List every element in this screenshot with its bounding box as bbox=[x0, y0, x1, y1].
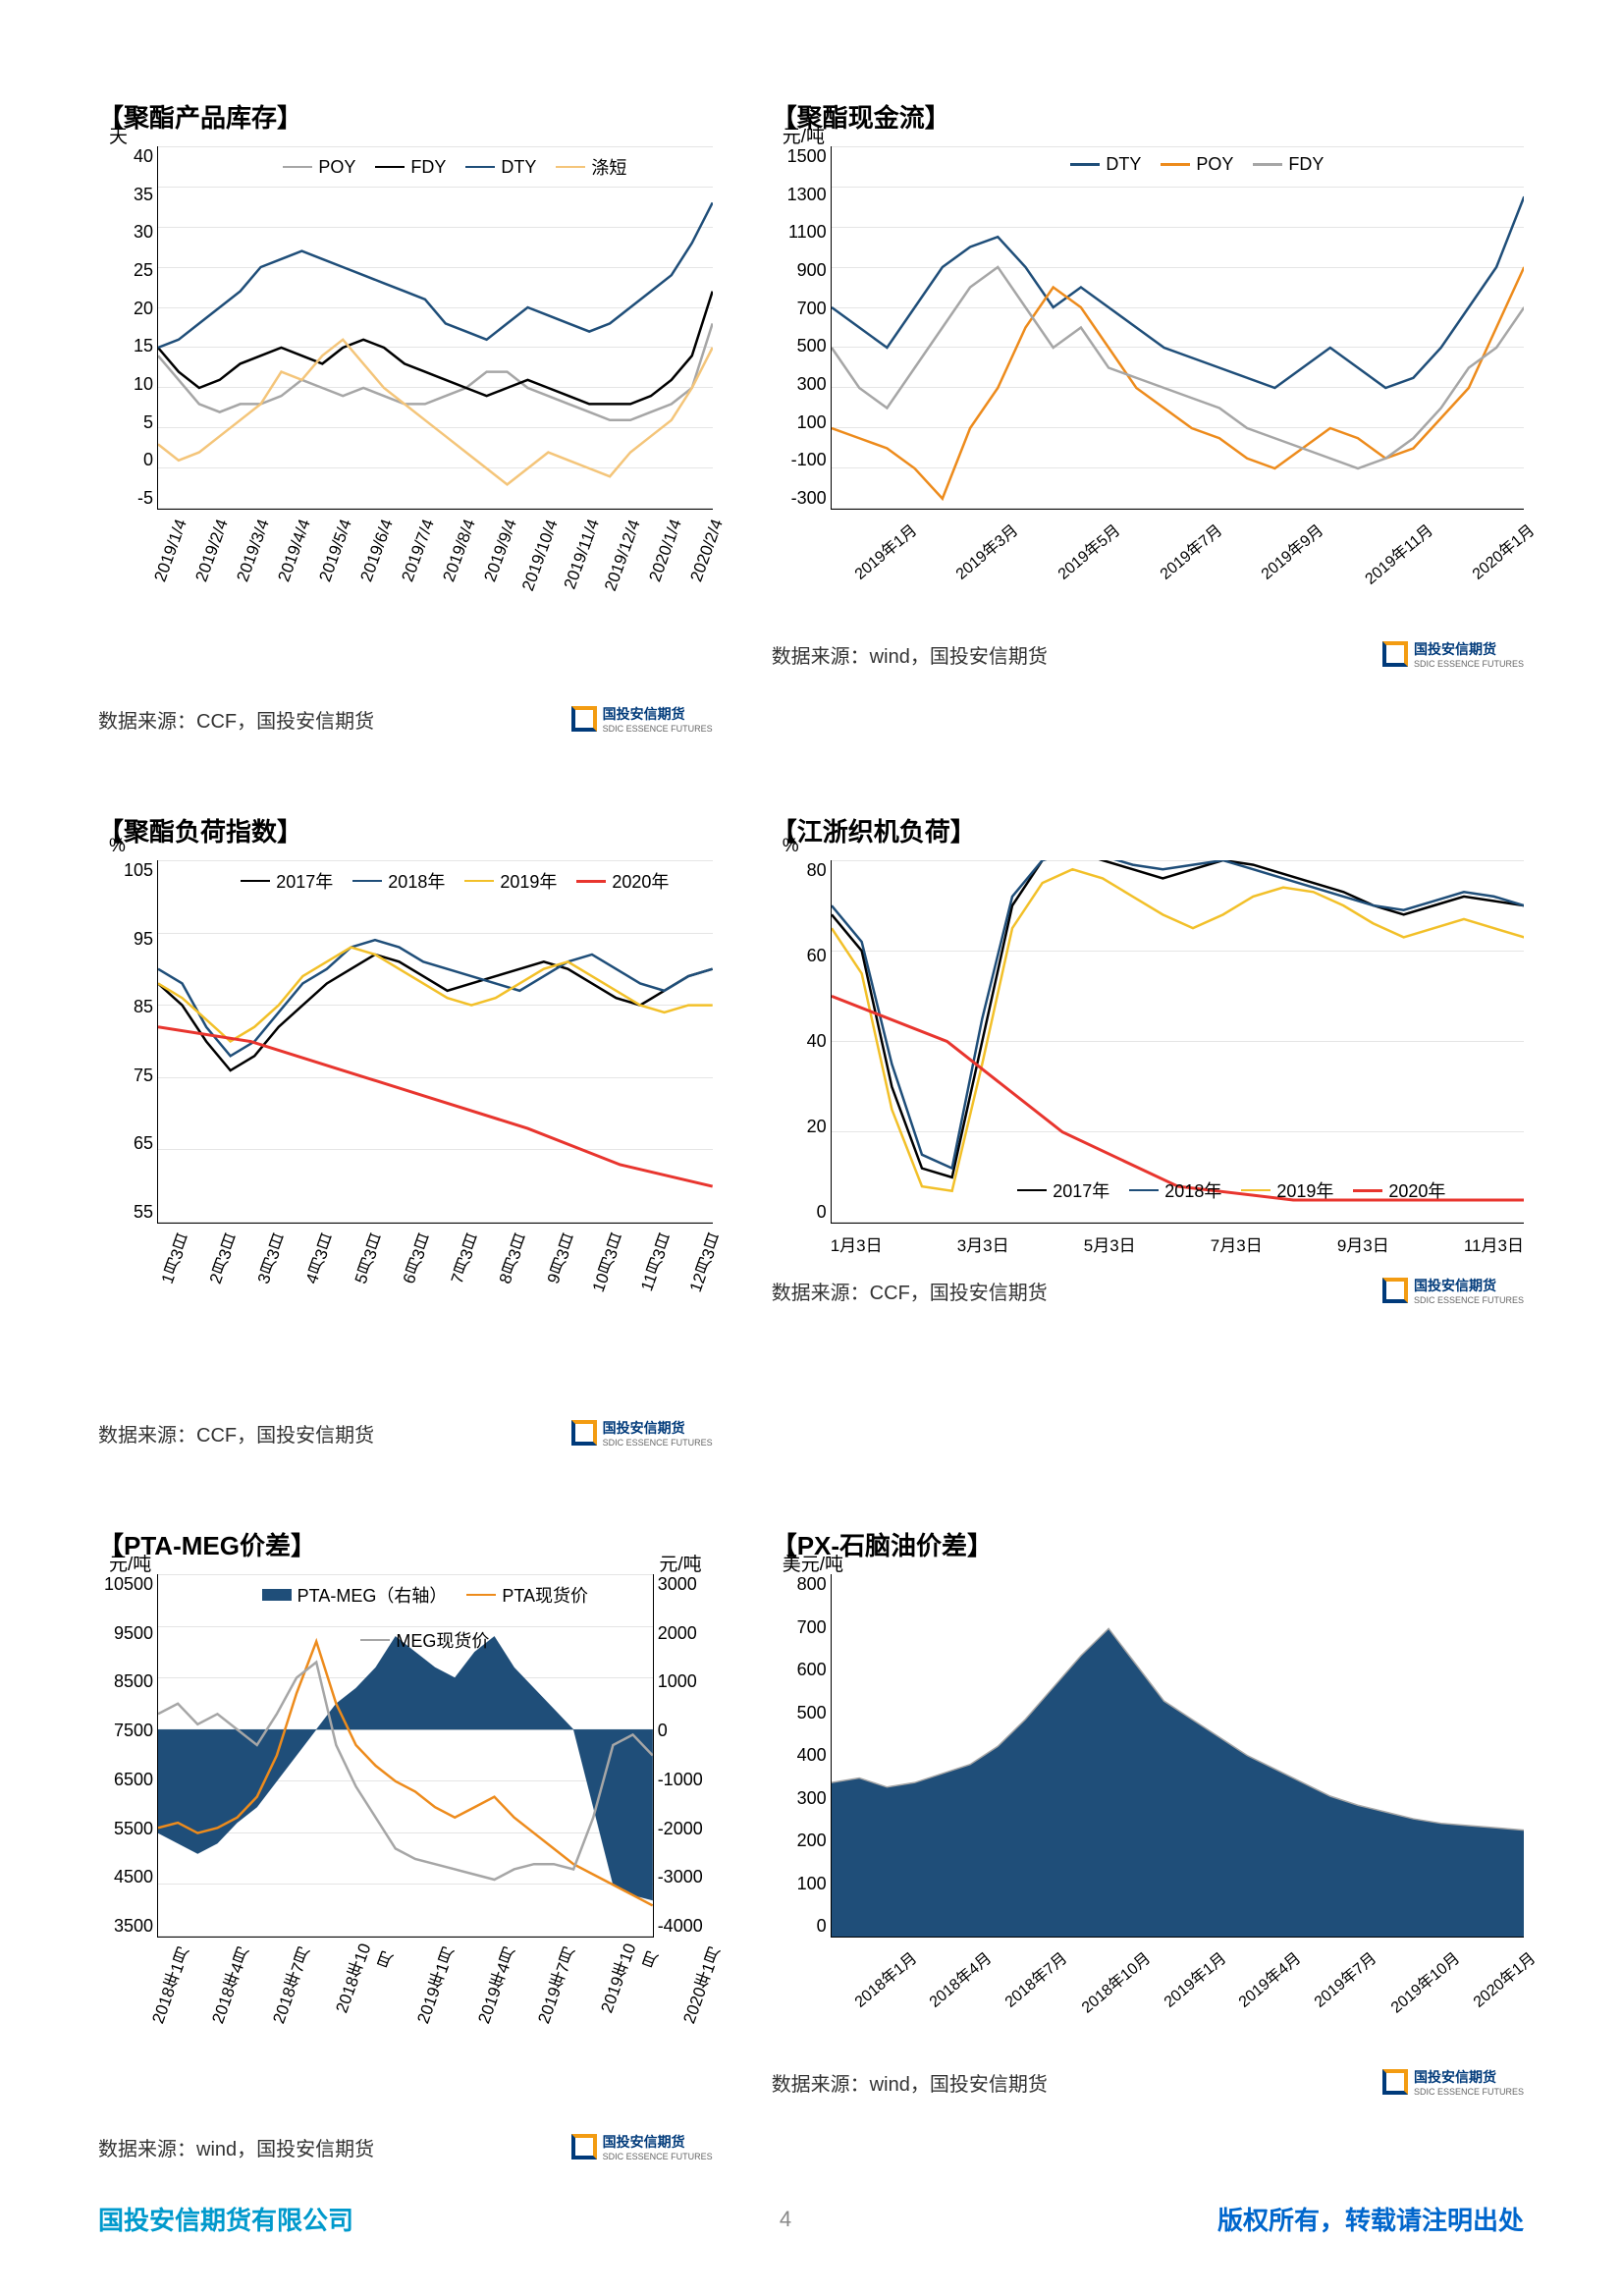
chart-plot-area: 美元/吨 8007006005004003002001000 bbox=[831, 1574, 1524, 1938]
chart-panel-5: 【PX-石脑油价差】 美元/吨 800700600500400300200100… bbox=[772, 1526, 1524, 2161]
chart-title: 【PTA-MEG价差】 bbox=[98, 1526, 713, 1562]
chart-panel-1: 【聚酯现金流】 元/吨 DTY POY FDY 150013001100900700… bbox=[772, 98, 1524, 734]
legend-item: 2019年 bbox=[1241, 1177, 1333, 1203]
legend-item: MEG现货价 bbox=[360, 1627, 489, 1653]
company-logo: 国投安信期货SDIC ESSENCE FUTURES bbox=[1382, 2067, 1524, 2097]
chart-title: 【江浙织机负荷】 bbox=[772, 812, 1524, 848]
y-axis-unit: 元/吨 bbox=[783, 122, 825, 148]
chart-title: 【聚酯现金流】 bbox=[772, 98, 1524, 135]
legend-item: DTY bbox=[1070, 154, 1141, 175]
legend-item: DTY bbox=[465, 154, 536, 180]
chart-panel-3: 【江浙织机负荷】 % 2017年 2018年 2019年 2020年 80604020… bbox=[772, 812, 1524, 1448]
x-axis-ticks: 2019/1/42019/2/42019/3/42019/4/42019/5/4… bbox=[157, 518, 713, 606]
chart-title: 【聚酯负荷指数】 bbox=[98, 812, 713, 848]
y-axis-ticks: 150013001100900700500300100-100-300 bbox=[773, 146, 827, 509]
data-source: 数据来源：wind，国投安信期货 bbox=[772, 2068, 1048, 2097]
chart-footer: 数据来源：CCF，国投安信期货 国投安信期货SDIC ESSENCE FUTUR… bbox=[98, 704, 713, 734]
chart-footer: 数据来源：CCF，国投安信期货 国投安信期货SDIC ESSENCE FUTUR… bbox=[98, 1418, 713, 1448]
legend-item: FDY bbox=[1253, 154, 1324, 175]
x-axis-ticks: 2019年1月2019年3月2019年5月2019年7月2019年9月2019年… bbox=[831, 518, 1524, 541]
chart-title: 【聚酯产品库存】 bbox=[98, 98, 713, 135]
y-axis-ticks: 8007006005004003002001000 bbox=[773, 1574, 827, 1937]
company-logo: 国投安信期货SDIC ESSENCE FUTURES bbox=[571, 1418, 713, 1448]
x-axis-ticks: 1月3日2月3日3月3日4月3日5月3日6月3日7月3日8月3日9月3日10月3… bbox=[157, 1231, 713, 1320]
legend-item: FDY bbox=[375, 154, 446, 180]
page-footer: 国投安信期货有限公司 4 版权所有，转载请注明出处 bbox=[98, 2201, 1524, 2237]
footer-copyright: 版权所有，转载请注明出处 bbox=[1217, 2201, 1524, 2237]
chart-plot-area: 元/吨 元/吨 PTA-MEG（右轴）PTA现货价MEG现货价 10500950… bbox=[157, 1574, 654, 1938]
legend-item: POY bbox=[283, 154, 355, 180]
chart-panel-2: 【聚酯负荷指数】 % 2017年 2018年 2019年 2020年 10595857… bbox=[98, 812, 713, 1448]
data-source: 数据来源：CCF，国投安信期货 bbox=[98, 1419, 374, 1448]
y-axis-right-ticks: 3000200010000-1000-2000-3000-4000 bbox=[658, 1574, 712, 1937]
page-number: 4 bbox=[780, 2207, 791, 2232]
y-axis-unit: 元/吨 bbox=[109, 1550, 151, 1576]
data-source: 数据来源：wind，国投安信期货 bbox=[772, 640, 1048, 669]
chart-legend: DTY POY FDY bbox=[881, 154, 1514, 175]
chart-plot-area: 天 POYFDYDTY涤短 4035302520151050-5 bbox=[157, 146, 713, 510]
legend-item: PTA-MEG（右轴） bbox=[262, 1582, 448, 1608]
legend-item: POY bbox=[1161, 154, 1233, 175]
chart-footer: 数据来源：wind，国投安信期货 国投安信期货SDIC ESSENCE FUTU… bbox=[98, 2132, 713, 2161]
data-source: 数据来源：wind，国投安信期货 bbox=[98, 2133, 374, 2161]
y-axis-ticks: 4035302520151050-5 bbox=[99, 146, 153, 509]
y-axis-unit: % bbox=[109, 836, 126, 857]
x-axis-ticks: 2018年1月2018年4月2018年7月2018年10月2019年1月2019… bbox=[157, 1945, 713, 2034]
chart-legend: 2017年 2018年 2019年 2020年 bbox=[207, 868, 703, 894]
legend-item: 2018年 bbox=[1129, 1177, 1221, 1203]
data-source: 数据来源：CCF，国投安信期货 bbox=[98, 705, 374, 734]
chart-title: 【PX-石脑油价差】 bbox=[772, 1526, 1524, 1562]
legend-item: 2018年 bbox=[352, 868, 445, 894]
company-logo: 国投安信期货SDIC ESSENCE FUTURES bbox=[1382, 1276, 1524, 1305]
chart-panel-4: 【PTA-MEG价差】 元/吨 元/吨 PTA-MEG（右轴） PTA现货价 MEG… bbox=[98, 1526, 713, 2161]
company-logo: 国投安信期货SDIC ESSENCE FUTURES bbox=[1382, 639, 1524, 669]
legend-item: 涤短 bbox=[556, 154, 626, 180]
y-axis-ticks: 105009500850075006500550045003500 bbox=[99, 1574, 153, 1937]
y-axis-unit: 天 bbox=[109, 122, 128, 148]
company-logo: 国投安信期货SDIC ESSENCE FUTURES bbox=[571, 2132, 713, 2161]
y-axis-right-unit: 元/吨 bbox=[659, 1550, 701, 1576]
y-axis-ticks: 806040200 bbox=[773, 860, 827, 1223]
legend-item: 2017年 bbox=[241, 868, 333, 894]
chart-plot-area: % 2017年2018年2019年2020年 806040200 bbox=[831, 860, 1524, 1224]
chart-footer: 数据来源：CCF，国投安信期货 国投安信期货SDIC ESSENCE FUTUR… bbox=[772, 1276, 1524, 1305]
chart-legend: 2017年 2018年 2019年 2020年 bbox=[949, 1177, 1514, 1203]
chart-panel-0: 【聚酯产品库存】 天 POY FDY DTY 涤短 4035302520151050-… bbox=[98, 98, 713, 734]
legend-item: 2019年 bbox=[464, 868, 557, 894]
company-logo: 国投安信期货SDIC ESSENCE FUTURES bbox=[571, 704, 713, 734]
footer-company: 国投安信期货有限公司 bbox=[98, 2201, 353, 2237]
chart-legend: POY FDY DTY 涤短 bbox=[207, 154, 703, 180]
x-axis-ticks: 1月3日3月3日5月3日7月3日9月3日11月3日 bbox=[831, 1231, 1524, 1256]
chart-legend: PTA-MEG（右轴） PTA现货价 MEG现货价 bbox=[207, 1582, 643, 1653]
legend-item: 2017年 bbox=[1017, 1177, 1109, 1203]
y-axis-unit: % bbox=[783, 836, 799, 857]
legend-item: 2020年 bbox=[1353, 1177, 1445, 1203]
chart-plot-area: 元/吨 DTYPOYFDY 15001300110090070050030010… bbox=[831, 146, 1524, 510]
data-source: 数据来源：CCF，国投安信期货 bbox=[772, 1277, 1048, 1305]
chart-plot-area: % 2017年2018年2019年2020年 1059585756555 bbox=[157, 860, 713, 1224]
legend-item: PTA现货价 bbox=[466, 1582, 588, 1608]
legend-item: 2020年 bbox=[576, 868, 669, 894]
chart-footer: 数据来源：wind，国投安信期货 国投安信期货SDIC ESSENCE FUTU… bbox=[772, 639, 1524, 669]
chart-footer: 数据来源：wind，国投安信期货 国投安信期货SDIC ESSENCE FUTU… bbox=[772, 2067, 1524, 2097]
x-axis-ticks: 2018年1月2018年4月2018年7月2018年10月2019年1月2019… bbox=[831, 1945, 1524, 1969]
y-axis-ticks: 1059585756555 bbox=[99, 860, 153, 1223]
y-axis-unit: 美元/吨 bbox=[783, 1550, 843, 1576]
